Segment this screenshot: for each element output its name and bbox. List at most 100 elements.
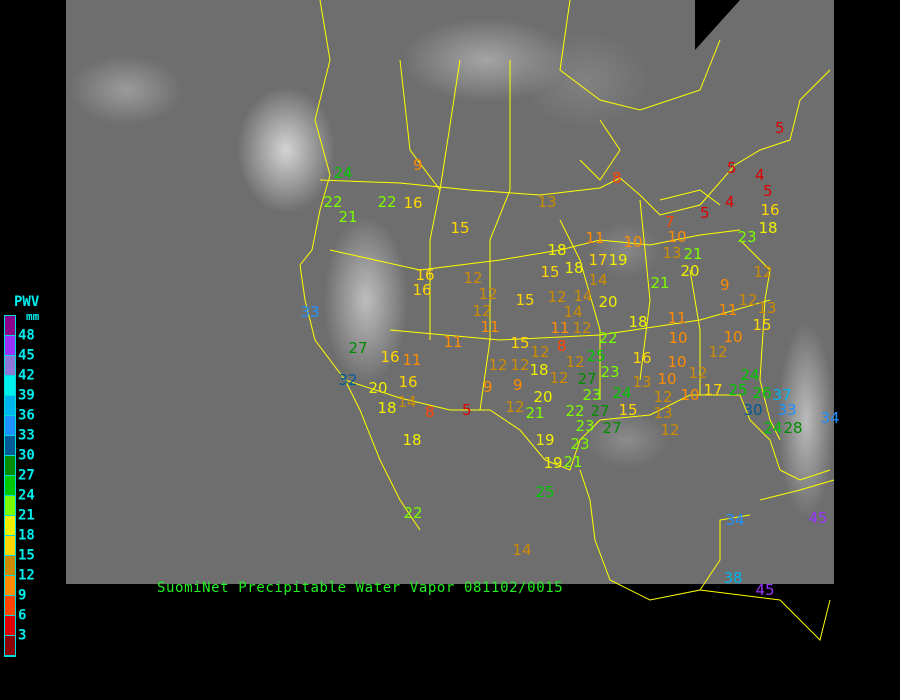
station-pwv-value: 18: [564, 258, 584, 277]
station-pwv-value: 11: [443, 332, 463, 351]
station-pwv-value: 45: [755, 580, 775, 599]
station-pwv-value: 18: [547, 240, 567, 259]
satellite-image: [66, 0, 834, 584]
station-pwv-value: 24: [333, 163, 353, 182]
station-pwv-value: 27: [602, 418, 622, 437]
legend-swatch: [5, 396, 15, 416]
station-pwv-value: 15: [450, 218, 470, 237]
station-pwv-value: 15: [515, 290, 535, 309]
station-pwv-value: 12: [478, 284, 498, 303]
station-pwv-value: 10: [668, 328, 688, 347]
legend-label: 42: [18, 367, 35, 384]
station-pwv-value: 34: [820, 408, 840, 427]
station-pwv-value: 37: [772, 385, 792, 404]
no-data-region: [695, 0, 740, 50]
legend-swatch: [5, 436, 15, 456]
border-line: [689, 269, 701, 395]
border-line: [299, 0, 421, 531]
station-pwv-value: 20: [680, 261, 700, 280]
station-pwv-value: 23: [600, 362, 620, 381]
station-pwv-value: 16: [398, 372, 418, 391]
station-pwv-value: 30: [743, 400, 763, 419]
station-pwv-value: 19: [543, 453, 563, 472]
station-pwv-value: 5: [700, 203, 710, 222]
border-line: [659, 189, 721, 206]
border-line: [559, 0, 721, 111]
station-pwv-value: 28: [783, 418, 803, 437]
station-pwv-value: 16: [632, 348, 652, 367]
border-line: [559, 219, 601, 400]
station-pwv-value: 10: [657, 369, 677, 388]
station-pwv-value: 5: [462, 400, 472, 419]
station-pwv-value: 12: [708, 342, 728, 361]
station-pwv-value: 22: [377, 192, 397, 211]
station-pwv-value: 15: [510, 333, 530, 352]
station-pwv-value: 23: [737, 227, 757, 246]
border-line: [439, 59, 461, 191]
station-pwv-value: 12: [463, 268, 483, 287]
station-pwv-value: 11: [550, 318, 570, 337]
station-pwv-value: 12: [530, 342, 550, 361]
station-pwv-value: 12: [738, 290, 758, 309]
legend-swatch: [5, 556, 15, 576]
station-pwv-value: 27: [348, 338, 368, 357]
station-pwv-value: 12: [505, 397, 525, 416]
station-pwv-value: 12: [488, 355, 508, 374]
station-pwv-value: 4: [755, 165, 765, 184]
station-pwv-value: 22: [323, 192, 343, 211]
station-pwv-value: 19: [608, 250, 628, 269]
station-pwv-value: 16: [380, 347, 400, 366]
station-pwv-value: 8: [557, 336, 567, 355]
station-pwv-value: 14: [512, 540, 532, 559]
station-pwv-value: 22: [403, 503, 423, 522]
legend-swatch: [5, 376, 15, 396]
station-pwv-value: 12: [653, 387, 673, 406]
station-pwv-value: 20: [368, 378, 388, 397]
station-pwv-value: 25: [535, 482, 555, 501]
station-pwv-value: 21: [563, 452, 583, 471]
legend-label: 39: [18, 387, 35, 404]
station-pwv-value: 21: [338, 207, 358, 226]
station-pwv-value: 16: [415, 265, 435, 284]
station-pwv-value: 45: [808, 508, 828, 527]
station-pwv-value: 18: [402, 430, 422, 449]
station-pwv-value: 11: [718, 300, 738, 319]
legend-label: 36: [18, 407, 35, 424]
station-pwv-value: 14: [397, 392, 417, 411]
station-pwv-value: 4: [725, 192, 735, 211]
station-pwv-value: 11: [667, 308, 687, 327]
station-pwv-value: 34: [725, 510, 745, 529]
legend-label: 33: [18, 427, 35, 444]
station-pwv-value: 19: [535, 430, 555, 449]
legend-label: 9: [18, 587, 27, 604]
station-pwv-value: 8: [425, 402, 435, 421]
station-pwv-value: 24: [612, 383, 632, 402]
station-pwv-value: 23: [582, 385, 602, 404]
legend-label: 21: [18, 507, 35, 524]
station-pwv-value: 23: [575, 416, 595, 435]
station-pwv-value: 18: [529, 360, 549, 379]
station-pwv-value: 12: [547, 287, 567, 306]
border-line: [759, 479, 835, 501]
station-pwv-value: 21: [683, 244, 703, 263]
station-pwv-value: 18: [628, 312, 648, 331]
border-line: [579, 469, 751, 601]
legend-swatch: [5, 416, 15, 436]
legend-swatch: [5, 336, 15, 356]
legend-label: 12: [18, 567, 35, 584]
legend-swatch: [5, 356, 15, 376]
legend-label: 45: [18, 347, 35, 364]
station-pwv-value: 32: [338, 370, 358, 389]
legend-swatch: [5, 516, 15, 536]
station-pwv-value: 13: [632, 372, 652, 391]
station-pwv-value: 13: [662, 243, 682, 262]
station-pwv-value: 10: [667, 227, 687, 246]
station-pwv-value: 23: [570, 434, 590, 453]
station-pwv-value: 12: [565, 352, 585, 371]
station-pwv-value: 14: [563, 302, 583, 321]
legend-label: 15: [18, 547, 35, 564]
station-pwv-value: 18: [758, 218, 778, 237]
station-pwv-value: 12: [510, 355, 530, 374]
border-line: [779, 469, 831, 481]
station-pwv-value: 18: [377, 398, 397, 417]
